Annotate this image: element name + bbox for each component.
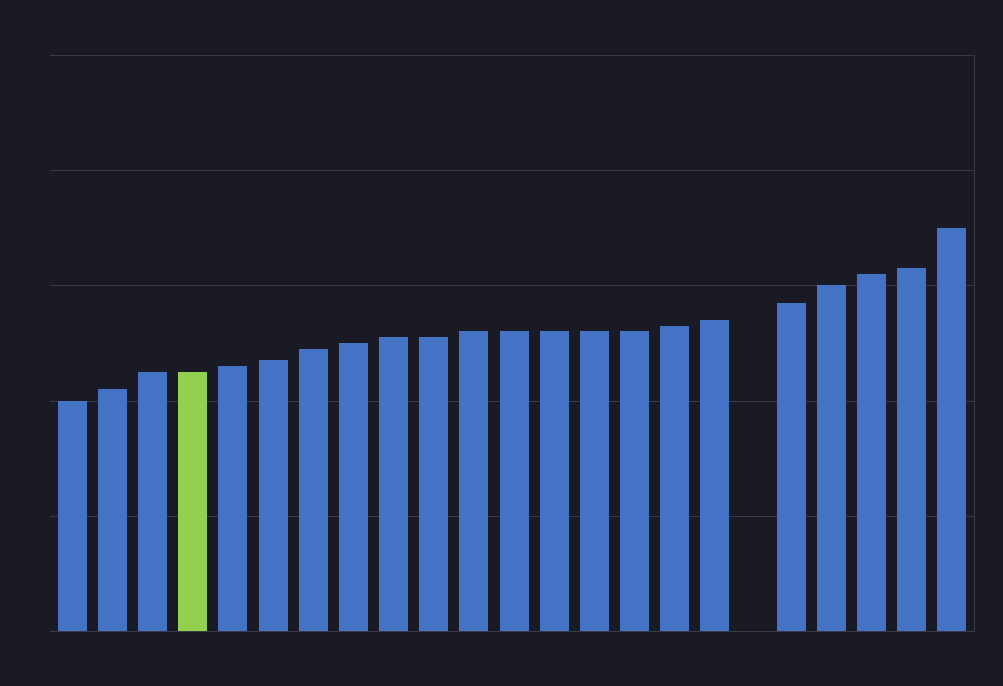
- Bar: [816, 285, 845, 631]
- Bar: [459, 331, 487, 631]
- Bar: [138, 372, 166, 631]
- Bar: [179, 372, 207, 631]
- Bar: [419, 338, 447, 631]
- Bar: [299, 348, 327, 631]
- Bar: [98, 389, 126, 631]
- Bar: [259, 360, 287, 631]
- Bar: [620, 331, 648, 631]
- Bar: [660, 326, 688, 631]
- Bar: [219, 366, 247, 631]
- Bar: [379, 338, 407, 631]
- Bar: [700, 320, 728, 631]
- Bar: [339, 343, 367, 631]
- Bar: [580, 331, 608, 631]
- Bar: [499, 331, 528, 631]
- Bar: [58, 401, 86, 631]
- Bar: [540, 331, 568, 631]
- Bar: [857, 274, 885, 631]
- Bar: [776, 303, 804, 631]
- Bar: [897, 268, 925, 631]
- Bar: [937, 228, 965, 631]
